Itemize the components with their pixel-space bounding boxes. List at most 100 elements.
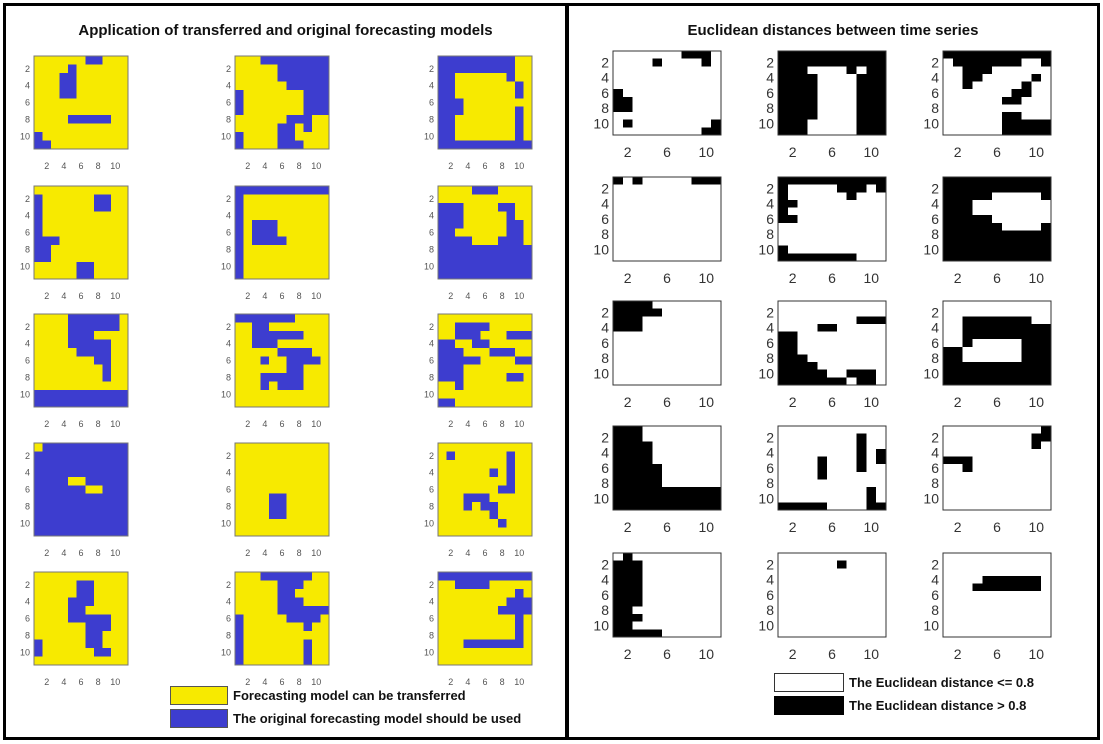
heatmap-cell bbox=[1001, 354, 1013, 363]
heatmap-cell bbox=[711, 560, 722, 569]
heatmap-cell bbox=[827, 362, 838, 371]
heatmap-cell bbox=[455, 245, 465, 255]
heatmap-cell bbox=[797, 629, 808, 638]
heatmap-cell bbox=[260, 72, 270, 82]
heatmap-cell bbox=[1021, 215, 1032, 224]
heatmap-cell bbox=[992, 331, 1003, 340]
heatmap-cell bbox=[856, 339, 867, 348]
heatmap-cell bbox=[269, 459, 279, 469]
heatmap-cell bbox=[778, 301, 789, 310]
heatmap-cell bbox=[652, 614, 663, 623]
x-tick-label: 6 bbox=[663, 270, 671, 286]
heatmap-cell bbox=[622, 339, 634, 348]
heatmap-cell bbox=[778, 346, 789, 355]
heatmap-cell bbox=[446, 648, 456, 658]
heatmap-cell bbox=[671, 230, 683, 239]
heatmap-cell bbox=[846, 301, 858, 310]
heatmap-cell bbox=[68, 186, 78, 195]
heatmap-cell bbox=[982, 606, 993, 615]
heatmap-cell bbox=[807, 73, 818, 83]
heatmap-cell bbox=[85, 493, 95, 503]
heatmap-cell bbox=[642, 253, 653, 262]
heatmap-cell bbox=[68, 262, 78, 272]
heatmap-cell bbox=[778, 81, 789, 90]
heatmap-cell bbox=[93, 451, 103, 461]
heatmap-cell bbox=[34, 132, 44, 142]
heatmap-cell bbox=[671, 89, 683, 98]
heatmap-cell bbox=[992, 441, 1003, 450]
heatmap-cell bbox=[662, 575, 673, 585]
heatmap-cell bbox=[514, 245, 524, 255]
heatmap-cell bbox=[876, 464, 887, 473]
heatmap-cell bbox=[681, 591, 693, 600]
heatmap-cell bbox=[691, 621, 702, 630]
heatmap-cell bbox=[455, 390, 465, 400]
heatmap-cell bbox=[817, 301, 828, 310]
heatmap-cell bbox=[876, 230, 887, 239]
heatmap-cell bbox=[110, 194, 120, 204]
heatmap-cell bbox=[119, 476, 129, 486]
heatmap-cell bbox=[277, 211, 287, 221]
heatmap-cell bbox=[952, 614, 964, 623]
heatmap-cell bbox=[876, 96, 887, 105]
heatmap-cell bbox=[1031, 96, 1042, 105]
heatmap-cell bbox=[807, 362, 818, 371]
heatmap-cell bbox=[817, 89, 828, 98]
heatmap-cell bbox=[652, 253, 663, 262]
heatmap-cell bbox=[438, 72, 448, 82]
heatmap-cell bbox=[286, 270, 296, 280]
heatmap-cell bbox=[260, 622, 270, 632]
heatmap-cell bbox=[243, 648, 253, 658]
heatmap-cell bbox=[982, 339, 993, 348]
heatmap-cell bbox=[480, 373, 490, 383]
heatmap-cell bbox=[876, 629, 887, 638]
heatmap-cell bbox=[243, 390, 253, 400]
heatmap-cell bbox=[523, 493, 533, 503]
heatmap-cell bbox=[514, 64, 524, 74]
heatmap-cell bbox=[876, 456, 887, 465]
heatmap-cell bbox=[463, 381, 473, 391]
heatmap-cell bbox=[642, 73, 653, 83]
heatmap-cell bbox=[42, 639, 52, 649]
heatmap-cell bbox=[982, 598, 993, 607]
heatmap-cell bbox=[497, 398, 507, 408]
heatmap-cell bbox=[1041, 614, 1052, 623]
y-tick-label: 6 bbox=[601, 460, 609, 476]
heatmap-cell bbox=[235, 459, 245, 469]
heatmap-cell bbox=[506, 106, 516, 116]
heatmap-cell bbox=[943, 207, 954, 216]
heatmap-cell bbox=[952, 339, 964, 348]
heatmap-cell bbox=[463, 211, 473, 221]
heatmap-cell bbox=[671, 441, 683, 450]
heatmap-cell bbox=[1001, 629, 1013, 638]
heatmap-cell bbox=[497, 115, 507, 125]
heatmap-cell bbox=[671, 222, 683, 231]
heatmap-cell bbox=[34, 656, 44, 666]
heatmap-cell bbox=[320, 468, 330, 478]
heatmap-cell bbox=[311, 614, 321, 624]
heatmap-cell bbox=[119, 56, 129, 65]
heatmap-cell bbox=[807, 433, 818, 442]
heatmap-cell bbox=[622, 426, 634, 435]
y-tick-label: 2 bbox=[226, 322, 231, 332]
heatmap-cell bbox=[876, 199, 887, 209]
heatmap-cell bbox=[1021, 553, 1032, 562]
heatmap-cell bbox=[303, 202, 313, 212]
heatmap-cell bbox=[642, 230, 653, 239]
heatmap-cell bbox=[982, 127, 993, 136]
heatmap-cell bbox=[446, 236, 456, 246]
heatmap-cell bbox=[982, 575, 993, 585]
heatmap-cell bbox=[613, 215, 624, 224]
heatmap-cell bbox=[303, 89, 313, 99]
heatmap-cell bbox=[642, 127, 653, 136]
heatmap-cell bbox=[681, 441, 693, 450]
heatmap-cell bbox=[613, 112, 624, 121]
heatmap-cell bbox=[102, 347, 112, 357]
heatmap-cell bbox=[856, 323, 867, 333]
heatmap-cell bbox=[59, 614, 69, 624]
heatmap-cell bbox=[943, 184, 954, 193]
heatmap-cell bbox=[277, 236, 287, 246]
heatmap-cell bbox=[119, 639, 129, 649]
heatmap-cell bbox=[68, 322, 78, 332]
